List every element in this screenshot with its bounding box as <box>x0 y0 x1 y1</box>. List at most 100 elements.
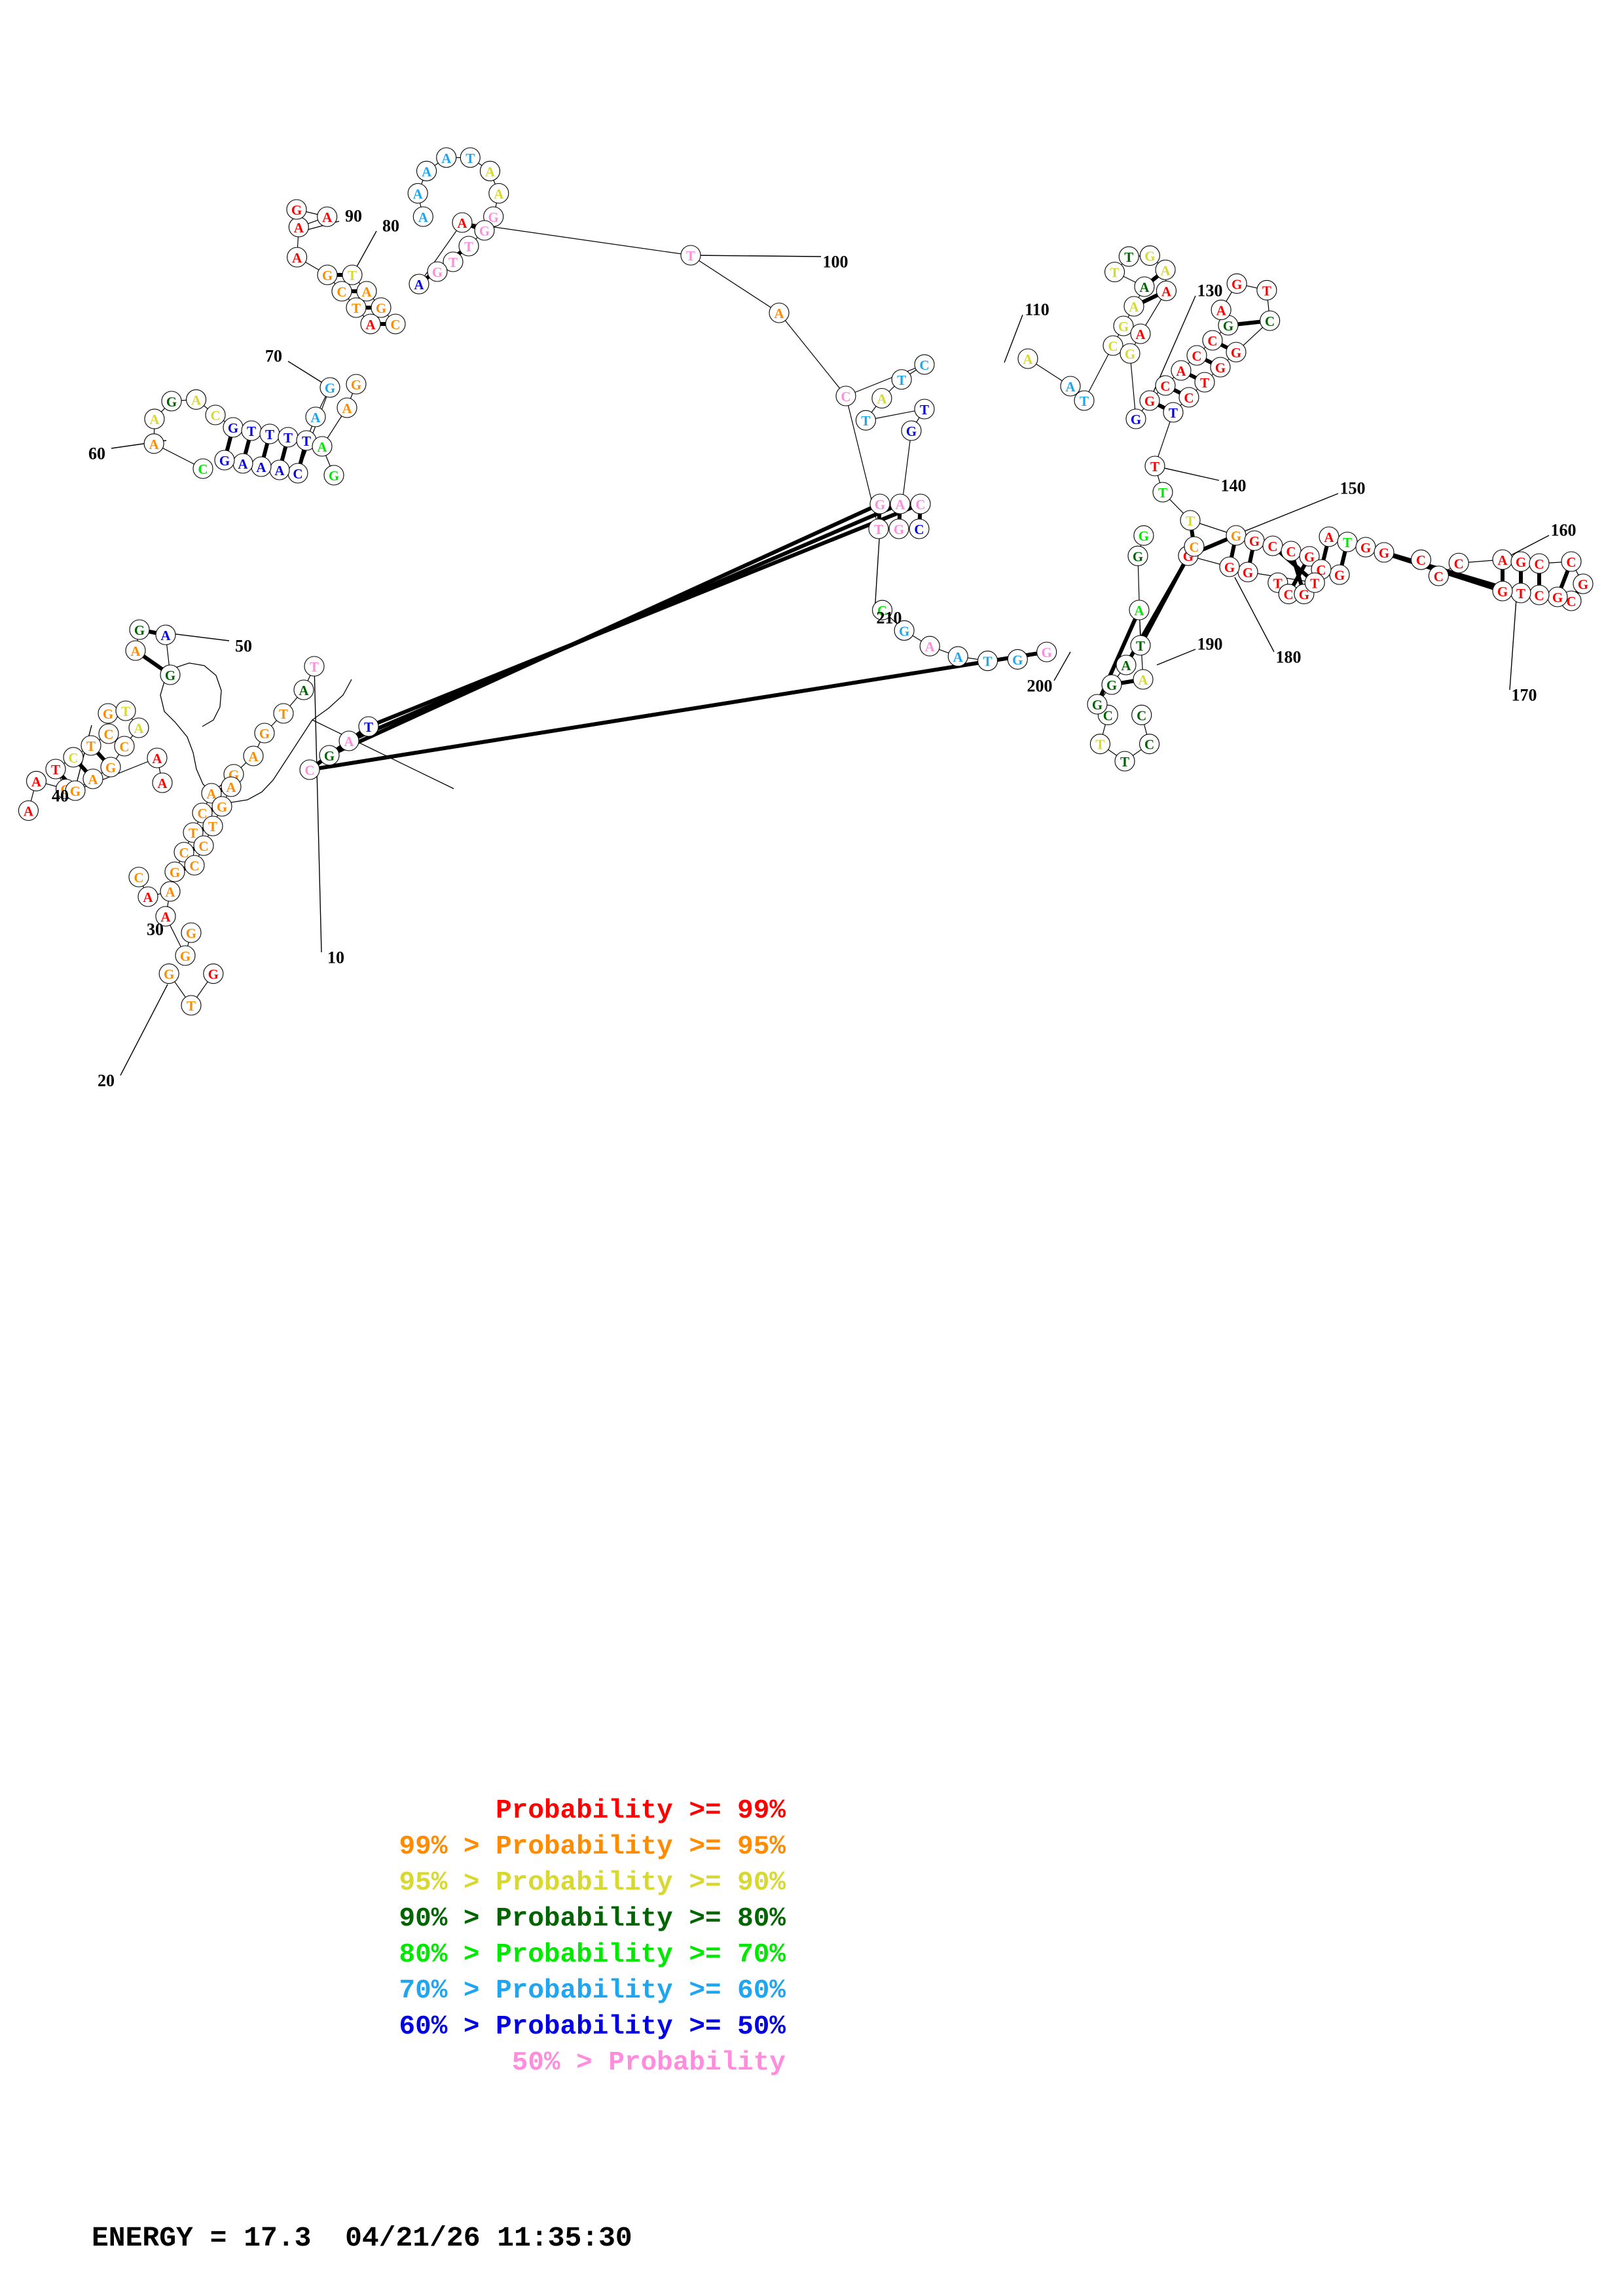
nucleotide-circle <box>1211 299 1231 321</box>
nucleotide: G <box>1492 581 1513 601</box>
nucleotide: C <box>63 747 84 768</box>
nucleotide-circle <box>452 212 473 233</box>
nucleotide-letter: T <box>686 248 695 264</box>
nucleotide-letter: C <box>1534 556 1544 572</box>
nucleotide-circle <box>1256 279 1277 300</box>
nucleotide-letter: G <box>1215 360 1226 376</box>
nucleotide-circle <box>1202 330 1223 351</box>
nucleotide-circle <box>1561 551 1582 572</box>
nucleotide-letter: T <box>283 430 293 446</box>
nucleotide-letter: G <box>1231 345 1241 361</box>
nucleotide: A <box>152 772 173 793</box>
nucleotide: G <box>1226 342 1247 363</box>
nucleotide-circle <box>371 297 392 318</box>
nucleotide-letter: G <box>291 202 302 218</box>
nucleotide: T <box>1304 572 1325 593</box>
nucleotide-letter: A <box>88 772 98 787</box>
nucleotide-letter: A <box>149 412 160 427</box>
nucleotide-circle <box>1103 335 1123 356</box>
nucleotide-letter: A <box>191 392 202 408</box>
nucleotide-letter: A <box>1023 351 1033 367</box>
nucleotide-letter: G <box>219 453 230 469</box>
nucleotide-letter: G <box>166 394 177 410</box>
nucleotide: G <box>869 493 890 514</box>
nucleotide-letter: A <box>160 909 171 925</box>
nucleotide-letter: C <box>197 806 207 821</box>
nucleotide-letter: T <box>51 762 60 778</box>
nucleotide: G <box>1210 357 1231 378</box>
nucleotide-letter: T <box>1200 375 1209 391</box>
nucleotide: C <box>98 723 119 744</box>
nucleotide: A <box>1017 348 1038 369</box>
nucleotide-letter: C <box>1160 378 1170 394</box>
nucleotide: A <box>1134 276 1155 297</box>
nucleotide-letter: A <box>310 410 321 425</box>
nucleotide-letter: G <box>1223 318 1233 334</box>
nucleotide-letter: A <box>149 437 160 452</box>
nucleotide-letter: T <box>310 659 319 675</box>
nucleotide-letter: G <box>180 948 191 964</box>
nucleotide-circle <box>1087 694 1108 715</box>
nucleotide: A <box>251 456 272 477</box>
nucleotide-letter: A <box>1161 283 1172 299</box>
nucleotide-circle <box>26 770 47 791</box>
nucleotide: T <box>1194 372 1215 393</box>
legend-row: 80% > Probability >= 70% <box>399 1940 786 1970</box>
nucleotide: A <box>488 183 509 204</box>
nucleotide-circle <box>273 703 294 724</box>
nucleotide: G <box>1355 537 1376 558</box>
nucleotide-letter: A <box>256 459 266 475</box>
nucleotide-letter: C <box>198 838 208 854</box>
nucleotide-letter: C <box>68 750 78 766</box>
nucleotide-circle <box>1171 360 1192 381</box>
nucleotide-circle <box>128 867 149 888</box>
nucleotide-letter: A <box>774 306 784 321</box>
nucleotide-circle <box>1017 348 1038 369</box>
nucleotide-letter: C <box>390 317 400 332</box>
nucleotide-circle <box>1155 259 1176 280</box>
nucleotide-letter: G <box>1125 346 1135 362</box>
nucleotide-circle <box>412 206 433 227</box>
position-number-label: 130 <box>1197 281 1223 300</box>
nucleotide-letter: T <box>448 255 458 270</box>
legend-row: 50% > Probability <box>511 2048 786 2078</box>
nucleotide: G <box>161 391 182 412</box>
nucleotide-letter: G <box>432 264 443 280</box>
nucleotide-circle <box>947 646 968 667</box>
legend-row: 90% > Probability >= 80% <box>399 1904 786 1934</box>
nucleotide-letter: G <box>1516 554 1526 570</box>
nucleotide-letter: C <box>198 461 208 477</box>
nucleotide-circle <box>891 369 912 390</box>
nucleotide: A <box>919 636 940 656</box>
nucleotide: G <box>317 264 338 285</box>
nucleotide: C <box>1186 345 1207 366</box>
nucleotide-circle <box>186 389 207 410</box>
nucleotide: G <box>901 420 922 441</box>
nucleotide: G <box>1573 573 1594 594</box>
nucleotide-letter: G <box>228 420 238 436</box>
nucleotide: G <box>474 220 495 241</box>
nucleotide: T <box>45 759 66 780</box>
nucleotide-letter: G <box>325 380 335 396</box>
nucleotide-letter: A <box>1160 262 1171 278</box>
nucleotide-letter: T <box>189 825 198 841</box>
nucleotide: T <box>855 410 876 431</box>
nucleotide-circle <box>1101 674 1122 695</box>
nucleotide-circle <box>304 656 325 677</box>
nucleotide: C <box>331 281 352 302</box>
nucleotide-letter: C <box>914 522 924 537</box>
nucleotide-letter: C <box>134 870 143 886</box>
nucleotide: A <box>269 459 290 480</box>
nucleotide: G <box>1510 551 1531 572</box>
nucleotide: T <box>1256 279 1277 300</box>
nucleotide: A <box>147 747 168 768</box>
position-number-label: 190 <box>1197 635 1223 654</box>
nucleotide-circle <box>894 620 915 641</box>
nucleotide-letter: A <box>292 250 302 266</box>
nucleotide: C <box>192 458 213 479</box>
nucleotide-letter: G <box>105 760 116 776</box>
nucleotide: G <box>1374 542 1395 563</box>
nucleotide-letter: C <box>915 497 925 512</box>
nucleotide-circle <box>1156 280 1177 301</box>
nucleotide: G <box>1219 556 1240 577</box>
